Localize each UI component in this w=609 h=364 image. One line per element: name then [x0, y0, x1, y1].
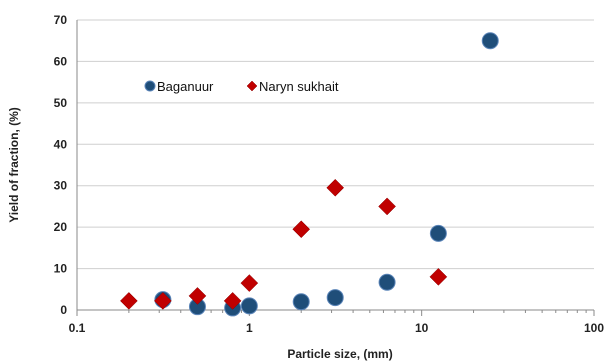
baganuur-point: [378, 273, 396, 291]
naryn-sukhait-point: [240, 274, 259, 292]
x-tick-label: 100: [584, 321, 604, 335]
x-axis-title: Particle size, (mm): [287, 347, 392, 361]
y-tick-label: 40: [54, 137, 68, 151]
x-tick-label: 0.1: [69, 321, 86, 335]
x-tick-label: 10: [415, 321, 429, 335]
naryn-sukhait-point: [378, 197, 396, 216]
x-tick-label: 1: [246, 321, 253, 335]
y-axis-title: Yield of fraction, (%): [7, 107, 21, 223]
legend-marker-baganuur: [144, 80, 156, 92]
baganuur-point: [292, 293, 310, 311]
baganuur-point: [481, 32, 499, 50]
axes: [76, 20, 595, 316]
naryn-sukhait-point: [120, 292, 138, 310]
y-tick-label: 60: [54, 54, 68, 68]
data-points: [120, 32, 499, 317]
legend-label-naryn-sukhait: Naryn sukhait: [259, 79, 339, 94]
y-tick-labels: 0 10 20 30 40 50 60 70: [54, 13, 68, 317]
naryn-sukhait-point: [188, 287, 207, 305]
y-tick-label: 20: [54, 220, 68, 234]
y-tick-label: 10: [54, 262, 68, 276]
y-tick-label: 30: [54, 179, 68, 193]
y-tick-label: 50: [54, 96, 68, 110]
baganuur-point: [326, 289, 344, 307]
naryn-sukhait-point: [154, 292, 172, 310]
naryn-sukhait-point: [326, 178, 345, 197]
x-tick-labels: 0.1 1 10 100: [69, 321, 605, 335]
naryn-sukhait-point: [292, 220, 311, 239]
baganuur-point: [240, 297, 258, 315]
naryn-sukhait-point: [429, 268, 448, 286]
naryn-sukhait-point: [223, 292, 242, 310]
y-tick-label: 0: [60, 303, 67, 317]
legend-label-baganuur: Baganuur: [157, 79, 214, 94]
baganuur-point: [429, 224, 447, 242]
legend-marker-naryn-sukhait: [246, 80, 258, 92]
legend: Baganuur Naryn sukhait: [144, 79, 339, 94]
gridlines: [77, 19, 594, 270]
y-tick-label: 70: [54, 13, 68, 27]
